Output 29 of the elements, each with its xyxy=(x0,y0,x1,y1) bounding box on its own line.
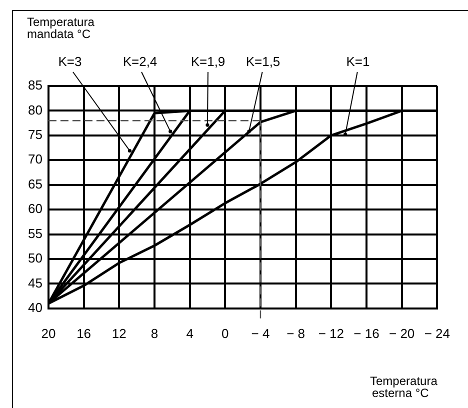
x-tick-label: − 20 xyxy=(388,326,415,341)
y-tick-label: 50 xyxy=(28,250,42,266)
y-tick-label: 80 xyxy=(28,102,42,118)
x-tick-label: 20 xyxy=(41,326,56,341)
x-tick-label: 8 xyxy=(150,326,158,341)
x-tick-label: 16 xyxy=(76,326,92,341)
x-tick-label: 0 xyxy=(222,326,229,341)
y-tick-label: 85 xyxy=(28,78,42,93)
x-tick-label: − 24 xyxy=(424,326,450,341)
x-tick-label: 4 xyxy=(186,326,194,341)
x-tick-label: 12 xyxy=(112,326,126,341)
y-tick-label: 55 xyxy=(28,226,42,241)
annotation: K=2,4 xyxy=(122,54,158,69)
x-tick-label: − 16 xyxy=(354,326,380,341)
x-tick-label: − 8 xyxy=(286,326,306,341)
x-tick-label: − 12 xyxy=(318,326,344,341)
y-tick-label: 40 xyxy=(28,300,42,315)
y-tick-label: 45 xyxy=(28,275,42,290)
y-tick-label: 60 xyxy=(28,201,42,216)
annotation: K=3 xyxy=(58,54,82,69)
y-tick-label: 75 xyxy=(28,127,42,142)
y-axis-title: Temperatura mandata °C xyxy=(27,15,95,41)
x-axis-title: Temperatura esterna °C xyxy=(370,374,438,400)
annotation: K=1,9 xyxy=(190,54,226,69)
y-tick-label: 70 xyxy=(28,152,42,167)
annotation: K=1 xyxy=(346,54,370,69)
x-tick-label: − 4 xyxy=(251,326,270,341)
y-tick-label: 65 xyxy=(28,176,42,192)
annotation: K=1,5 xyxy=(246,54,280,69)
